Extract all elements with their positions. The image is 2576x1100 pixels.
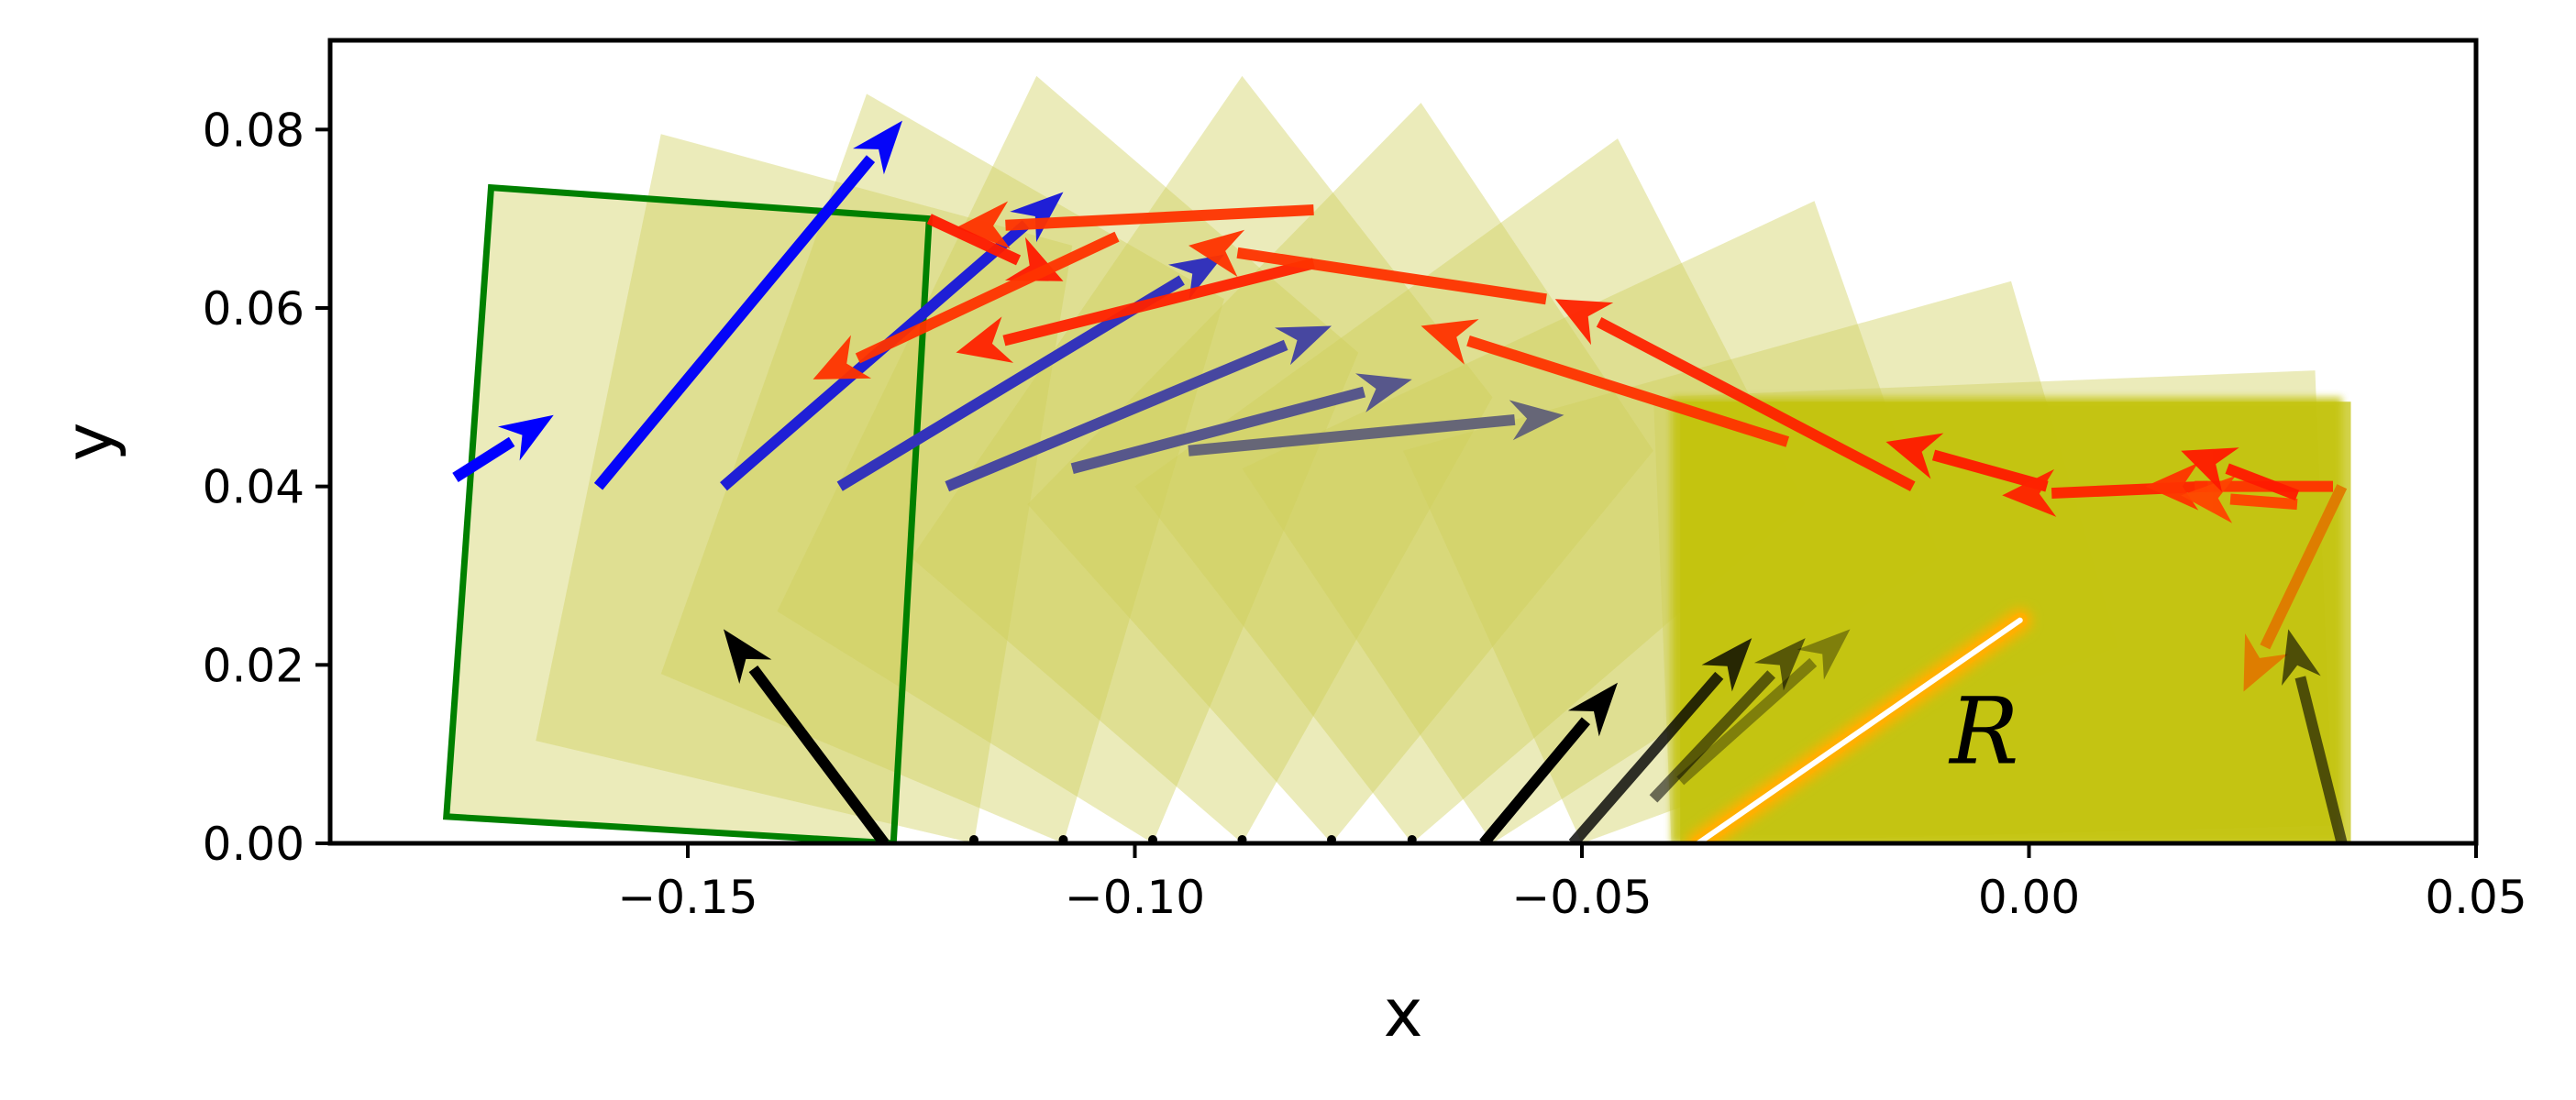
- force-arrow-10: [2181, 475, 2298, 523]
- velocity-arrow-1-shaft: [593, 155, 876, 490]
- support-arrow-4: [1676, 629, 1851, 786]
- force-arrow-5: [1421, 319, 1790, 447]
- square-1: [536, 134, 1073, 843]
- annotation-r: R: [1948, 677, 2018, 785]
- force-arrow-2-head: [813, 335, 872, 380]
- x-axis-label: x: [1384, 974, 1423, 1051]
- y-tick-label-1: 0.02: [203, 639, 304, 692]
- velocity-arrow-0-shaft: [452, 436, 515, 482]
- square-6: [1134, 138, 1806, 843]
- support-arrow-0-head: [724, 629, 772, 684]
- support-arrow-5-shaft: [2294, 676, 2348, 843]
- force-arrow-12: [2243, 484, 2348, 692]
- support-arrow-2-shaft: [1568, 671, 1724, 843]
- velocity-arrow-6-shaft: [1188, 413, 1516, 456]
- velocity-arrow-6-head: [1509, 400, 1564, 441]
- support-arrow-0: [724, 629, 890, 843]
- velocity-arrow-5-shaft: [1070, 386, 1366, 475]
- square-7: [1242, 201, 1940, 843]
- x-tick-label-1: −0.10: [1065, 871, 1205, 924]
- velocity-arrow-4-shaft: [945, 339, 1288, 492]
- force-arrow-0: [956, 201, 1314, 249]
- velocity-arrow-1: [593, 120, 902, 490]
- velocity-arrow-0: [452, 414, 554, 482]
- force-arrow-6-shaft: [1596, 317, 1916, 491]
- force-arrow-10-head: [2181, 475, 2237, 523]
- square-0: [446, 187, 930, 843]
- support-arrow-1-head: [1567, 682, 1618, 737]
- force-arrow-6: [1554, 299, 1916, 491]
- x-tick-label-0: −0.15: [617, 871, 757, 924]
- force-arrow-6-head: [1554, 299, 1614, 346]
- velocity-arrow-3-head: [1167, 254, 1224, 300]
- support-arrow-5-head: [2281, 629, 2321, 687]
- support-arrow-1-shaft: [1479, 717, 1591, 843]
- y-axis-label: y: [50, 423, 127, 462]
- axes: −0.15 −0.10 −0.05 0.00 0.05 0.00 0.02 0.04 0.06 0…: [203, 104, 2527, 924]
- force-arrow-12-head: [2243, 632, 2289, 692]
- support-arrow-2: [1568, 638, 1752, 843]
- force-arrow-11-shaft: [2225, 463, 2300, 501]
- support-arrow-3: [1649, 638, 1806, 803]
- x-tick-label-2: −0.05: [1511, 871, 1652, 924]
- support-arrow-3-shaft: [1649, 670, 1775, 803]
- force-arrow-5-shaft: [1466, 336, 1790, 447]
- force-arrow-7-shaft: [1931, 449, 2049, 492]
- force-arrow-9-head: [2145, 462, 2199, 511]
- plot-area: [443, 75, 2351, 843]
- force-arrow-11-head: [2181, 447, 2239, 492]
- force-arrow-1-shaft: [926, 214, 1022, 266]
- support-arrow-3-head: [1753, 638, 1806, 691]
- force-arrow-4-shaft: [1236, 247, 1547, 305]
- force-arrow-5-head: [1421, 319, 1479, 365]
- force-arrow-2: [813, 231, 1120, 380]
- force-arrow-0-head: [956, 201, 1011, 249]
- velocity-arrow-2-head: [1010, 192, 1064, 243]
- force-arrow-0-shaft: [1005, 204, 1314, 231]
- plot-frame: [327, 38, 2479, 846]
- support-arrow-4-shaft: [1676, 657, 1818, 786]
- velocity-arrow-1-head: [853, 120, 902, 175]
- force-arrow-7: [1885, 433, 2049, 492]
- force-arrow-4-head: [1188, 229, 1245, 278]
- force-arrow-3-shaft: [1002, 258, 1315, 346]
- force-arrow-10-shaft: [2229, 493, 2298, 511]
- force-arrow-8-head: [2002, 468, 2057, 517]
- velocity-arrow-5-head: [1355, 373, 1412, 412]
- contact-segment: [1695, 617, 2023, 843]
- force-arrow-11: [2181, 447, 2300, 501]
- support-arrow-5: [2281, 629, 2348, 843]
- velocity-arrow-0-head: [497, 414, 554, 461]
- velocity-arrow-6: [1188, 400, 1564, 456]
- x-tick-label-3: 0.00: [1978, 871, 2080, 924]
- support-arrow-4-head: [1797, 629, 1851, 680]
- y-tick-label-2: 0.04: [203, 461, 304, 514]
- velocity-arrow-4: [945, 325, 1332, 492]
- support-arrow-0-shaft: [748, 665, 890, 843]
- y-tick-label-3: 0.06: [203, 282, 304, 336]
- force-arrow-3-head: [956, 316, 1014, 363]
- velocity-arrow-5: [1070, 373, 1412, 475]
- y-tick-label-4: 0.08: [203, 104, 304, 157]
- force-arrow-3: [956, 258, 1315, 363]
- support-arrow-2-head: [1701, 638, 1752, 692]
- force-arrow-12-shaft: [2260, 484, 2348, 650]
- initial-square-outline: [443, 183, 933, 843]
- velocity-arrow-4-head: [1275, 325, 1332, 366]
- force-arrow-4: [1188, 229, 1547, 305]
- y-tick-label-0: 0.00: [203, 818, 304, 871]
- support-arrow-1: [1479, 682, 1618, 843]
- square-2: [660, 94, 1224, 843]
- force-arrow-7-head: [1885, 433, 1944, 479]
- x-tick-label-4: 0.05: [2425, 871, 2526, 924]
- force-arrow-2-shaft: [855, 231, 1120, 364]
